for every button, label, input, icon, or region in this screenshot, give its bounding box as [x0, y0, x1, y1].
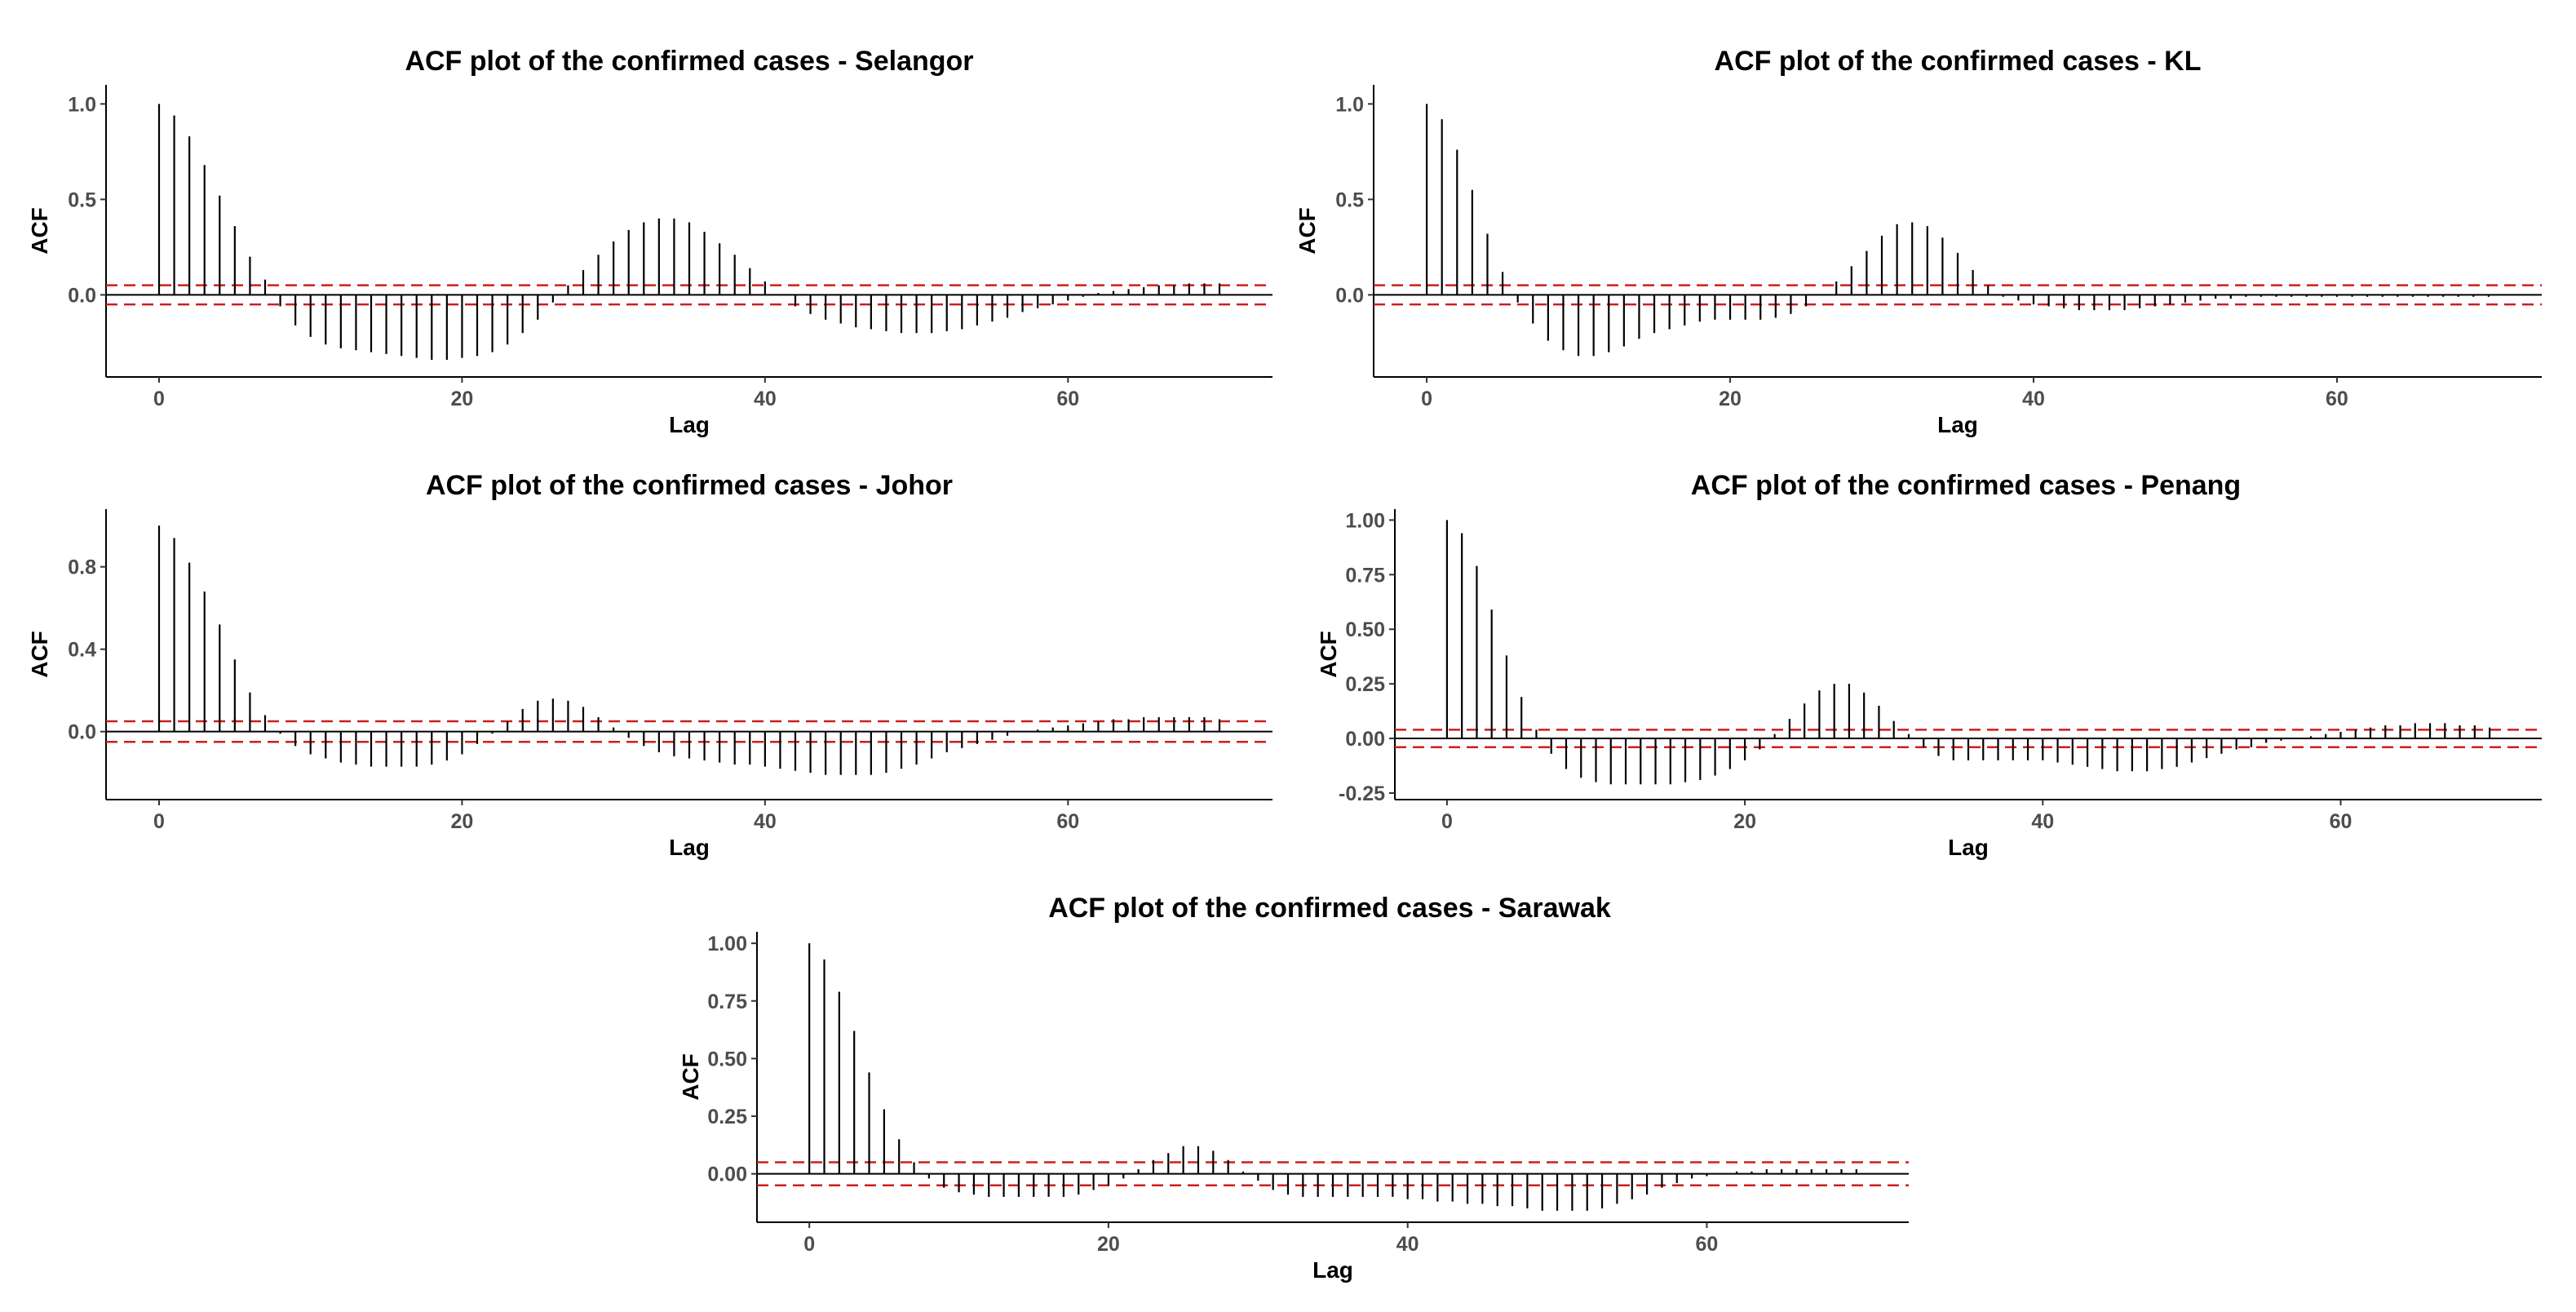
y-tick-label: 0.00	[707, 1164, 747, 1186]
y-axis-label: ACF	[27, 631, 52, 678]
y-axis-label: ACF	[1316, 631, 1341, 678]
x-tick-label: 60	[1056, 810, 1079, 833]
y-tick-label: 0.75	[707, 991, 747, 1013]
x-tick-label: 60	[2330, 810, 2352, 833]
x-tick-label: 20	[451, 810, 474, 833]
x-axis-label: Lag	[1948, 835, 1989, 860]
x-tick-label: 0	[1421, 388, 1432, 410]
acf-panel-penang: ACF plot of the confirmed cases - Penang…	[1316, 470, 2542, 860]
chart-title: ACF plot of the confirmed cases - Penang	[1691, 470, 2241, 501]
x-axis-label: Lag	[1312, 1257, 1353, 1283]
y-tick-label: 0.5	[1335, 188, 1364, 211]
y-tick-label: 0.25	[1345, 673, 1385, 696]
y-tick-label: 0.0	[68, 284, 96, 307]
x-tick-label: 0	[153, 810, 165, 833]
y-tick-label: 1.0	[1335, 93, 1364, 116]
x-tick-label: 40	[754, 810, 777, 833]
x-tick-label: 40	[754, 388, 777, 410]
y-tick-label: 0.0	[1335, 284, 1364, 307]
acf-panel-kl: ACF plot of the confirmed cases - KL 0.0 0…	[1295, 46, 2542, 437]
x-tick-label: 40	[1396, 1233, 1419, 1256]
x-tick-label: 20	[1733, 810, 1756, 833]
y-tick-label: -0.25	[1339, 782, 1385, 805]
chart-title: ACF plot of the confirmed cases - Sarawa…	[1048, 893, 1611, 924]
y-tick-label: 1.0	[68, 93, 96, 116]
acf-panel-selangor: ACF plot of the confirmed cases - Selang…	[27, 46, 1273, 437]
y-tick-label: 0.8	[68, 556, 96, 579]
x-axis-label: Lag	[1937, 412, 1978, 437]
x-tick-label: 0	[803, 1233, 815, 1256]
y-tick-label: 0.25	[707, 1106, 747, 1128]
x-tick-label: 20	[1719, 388, 1742, 410]
y-axis-label: ACF	[678, 1053, 703, 1101]
x-tick-label: 40	[2022, 388, 2045, 410]
x-tick-label: 40	[2031, 810, 2054, 833]
y-tick-label: 0.50	[1345, 618, 1385, 641]
y-axis-label: ACF	[27, 207, 52, 255]
chart-title: ACF plot of the confirmed cases - Selang…	[405, 46, 973, 77]
y-tick-label: 1.00	[1345, 509, 1385, 532]
y-axis-label: ACF	[1295, 207, 1320, 255]
acf-panel-johor: ACF plot of the confirmed cases - Johor 0…	[27, 470, 1273, 860]
x-tick-label: 20	[1097, 1233, 1120, 1256]
x-tick-label: 60	[1696, 1233, 1719, 1256]
acf-panel-sarawak: ACF plot of the confirmed cases - Sarawa…	[678, 893, 1909, 1283]
x-tick-label: 0	[153, 388, 165, 410]
y-tick-label: 0.4	[68, 639, 96, 662]
chart-title: ACF plot of the confirmed cases - KL	[1715, 46, 2202, 77]
y-tick-label: 0.5	[68, 188, 96, 211]
y-tick-label: 0.50	[707, 1048, 747, 1070]
x-tick-label: 60	[1056, 388, 1079, 410]
y-tick-label: 0.00	[1345, 728, 1385, 751]
chart-title: ACF plot of the confirmed cases - Johor	[426, 470, 953, 501]
y-tick-label: 1.00	[707, 933, 747, 955]
x-tick-label: 60	[2326, 388, 2348, 410]
x-axis-label: Lag	[669, 412, 710, 437]
x-tick-label: 0	[1441, 810, 1453, 833]
y-tick-label: 0.0	[68, 721, 96, 744]
x-axis-label: Lag	[669, 835, 710, 860]
y-tick-label: 0.75	[1345, 564, 1385, 587]
x-tick-label: 20	[451, 388, 474, 410]
